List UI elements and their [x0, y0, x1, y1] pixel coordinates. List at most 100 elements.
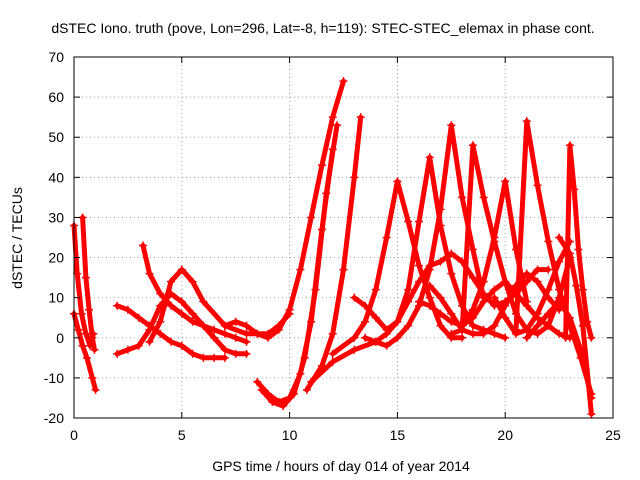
data-point [561, 333, 570, 342]
data-point [210, 353, 219, 362]
data-point [501, 177, 510, 186]
data-point [555, 329, 564, 338]
data-point [570, 185, 579, 194]
y-tick-label: 10 [48, 290, 64, 306]
data-point [156, 289, 165, 298]
data-point [311, 285, 320, 294]
data-point [220, 353, 229, 362]
data-point [156, 317, 165, 326]
data-point [458, 193, 467, 202]
data-point [436, 309, 445, 318]
data-point [382, 341, 391, 350]
x-tick-label: 15 [390, 427, 406, 443]
data-point [468, 321, 477, 330]
data-point [578, 321, 587, 330]
data-point [302, 385, 311, 394]
series-track-7 [147, 267, 293, 345]
data-point [544, 285, 553, 294]
data-point [113, 301, 122, 310]
data-point [361, 317, 370, 326]
data-point [436, 321, 445, 330]
data-point [425, 265, 434, 274]
data-point [177, 265, 186, 274]
data-point [220, 345, 229, 354]
data-point [231, 333, 240, 342]
data-point [425, 153, 434, 162]
data-point [177, 309, 186, 318]
data-point [220, 321, 229, 330]
data-point [533, 277, 542, 286]
data-point [479, 329, 488, 338]
data-point [317, 161, 326, 170]
data-point [533, 181, 542, 190]
series-track-13 [330, 178, 465, 357]
data-point [88, 373, 97, 382]
data-point [231, 349, 240, 358]
data-point [350, 333, 359, 342]
data-point [279, 401, 288, 410]
data-point [458, 321, 467, 330]
data-point [544, 265, 553, 274]
data-point [242, 321, 251, 330]
data-point [468, 273, 477, 282]
data-point [138, 241, 147, 250]
x-tick-label: 5 [178, 427, 186, 443]
data-point [78, 341, 87, 350]
series-track-11 [304, 114, 364, 393]
data-point [167, 277, 176, 286]
y-axis-label: dSTEC / TECUs [9, 187, 25, 289]
data-point [501, 301, 510, 310]
data-point [82, 353, 91, 362]
data-point [73, 269, 82, 278]
data-point [447, 309, 456, 318]
data-point [134, 313, 143, 322]
data-point [458, 333, 467, 342]
data-point [264, 333, 273, 342]
data-point [242, 349, 251, 358]
data-point [425, 281, 434, 290]
data-point [242, 337, 251, 346]
data-point [361, 301, 370, 310]
series-track-20 [491, 239, 573, 337]
data-point [404, 217, 413, 226]
data-point [188, 317, 197, 326]
data-point [123, 345, 132, 354]
data-point [188, 277, 197, 286]
axes: 0 5 10 15 20 25 -20 -10 0 10 20 30 40 50 60 70 [44, 49, 621, 443]
data-point [134, 341, 143, 350]
y-tick-label: 40 [48, 169, 64, 185]
data-point [91, 385, 100, 394]
y-tick-label: 70 [48, 49, 64, 65]
data-point [231, 317, 240, 326]
data-point [511, 325, 520, 334]
data-point [522, 333, 531, 342]
data-point [544, 309, 553, 318]
data-point [490, 285, 499, 294]
data-point [322, 189, 331, 198]
data-point [199, 297, 208, 306]
data-point [522, 325, 531, 334]
data-point [145, 269, 154, 278]
data-point [404, 285, 413, 294]
data-point [156, 329, 165, 338]
data-point [414, 297, 423, 306]
data-point [533, 309, 542, 318]
data-point [300, 353, 309, 362]
data-point [188, 309, 197, 318]
data-point [587, 333, 596, 342]
y-tick-label: 30 [48, 209, 64, 225]
data-point [555, 285, 564, 294]
data-point [447, 269, 456, 278]
data-point [533, 329, 542, 338]
data-point [350, 173, 359, 182]
data-point [572, 281, 581, 290]
data-point [268, 397, 277, 406]
data-point [253, 377, 262, 386]
data-point [436, 293, 445, 302]
y-tick-label: 20 [48, 250, 64, 266]
data-point [177, 297, 186, 306]
data-point [328, 349, 337, 358]
data-point [77, 309, 86, 318]
data-point [393, 333, 402, 342]
series-track-18 [448, 142, 573, 337]
